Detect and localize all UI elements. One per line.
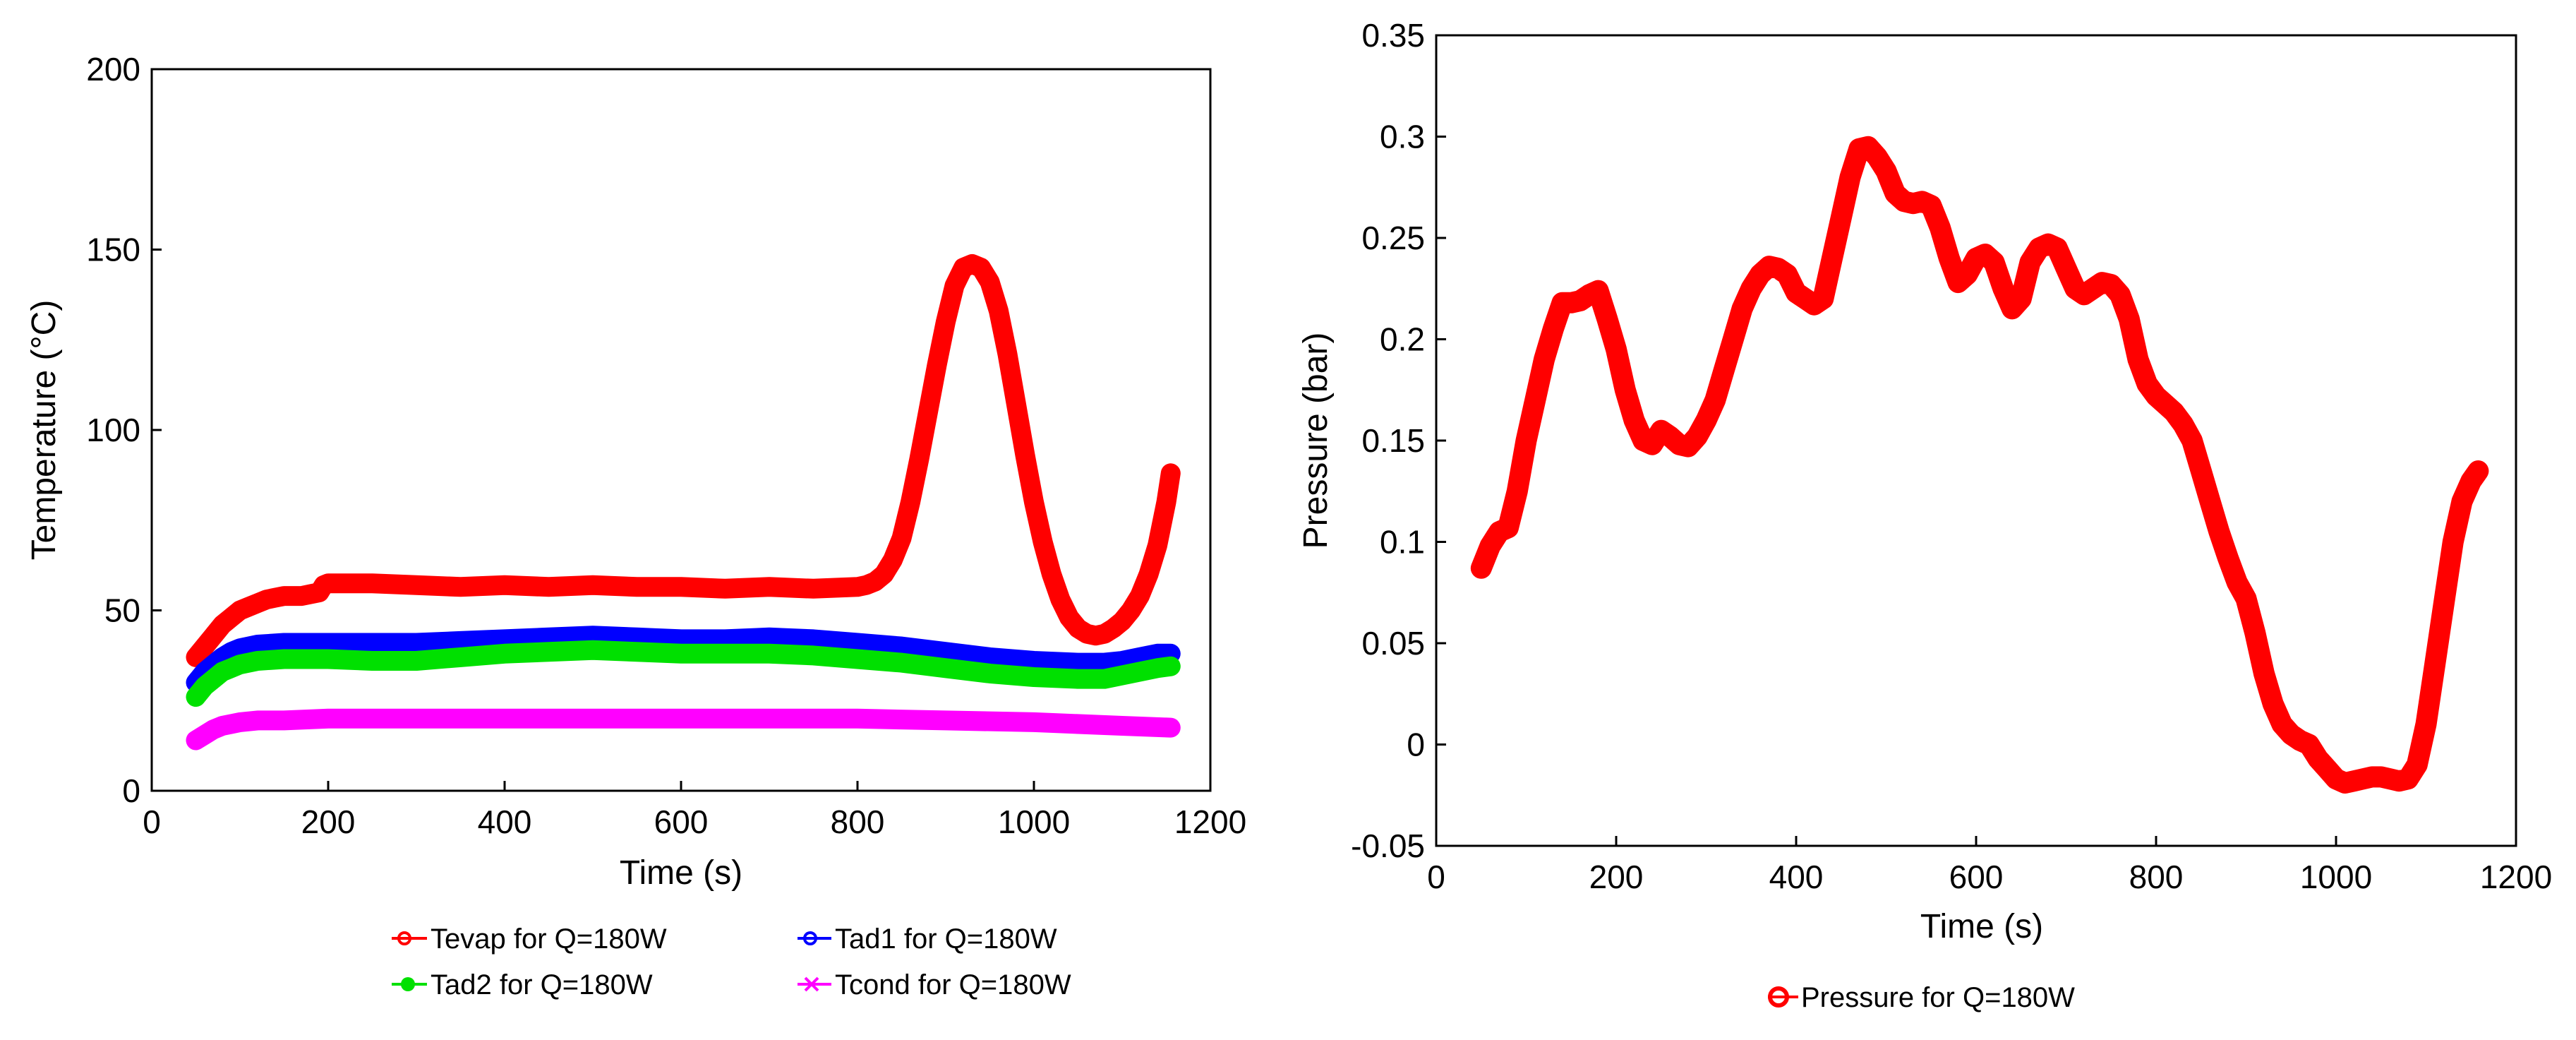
pressure-y-tick-label: 0.35 [1361, 17, 1425, 54]
temperature-series-layer [186, 253, 1181, 751]
pressure-y-tick-label: 0.1 [1380, 524, 1425, 561]
temperature-y-tick-label: 50 [104, 592, 140, 629]
temperature-x-tick-label: 1200 [1174, 803, 1246, 840]
pressure-y-tick-label: 0.15 [1361, 422, 1425, 459]
temperature-chart: 0 200 400 600 800 1000 1200 0 50 100 150 200 Time … [25, 51, 1246, 1000]
pressure-plot-area [1435, 34, 2517, 847]
pressure-legend: Pressure for Q=180W [1768, 982, 2075, 1013]
temperature-y-tick-label: 100 [86, 412, 140, 448]
temperature-x-tick-label: 800 [831, 803, 885, 840]
legend-tcond-marker [804, 976, 819, 992]
pressure-y-axis-label: Pressure (bar) [1297, 333, 1335, 549]
temperature-x-tick-label: 600 [654, 803, 709, 840]
legend-item-tad2: Tad2 for Q=180W [392, 969, 653, 1000]
legend-item-tcond: Tcond for Q=180W [798, 969, 1071, 1000]
temperature-x-ticks: 0 200 400 600 800 1000 1200 [143, 781, 1246, 840]
legend-tad2-marker [401, 977, 415, 991]
pressure-x-axis-label: Time (s) [1920, 908, 2043, 945]
legend-pressure-label: Pressure for Q=180W [1801, 982, 2075, 1013]
pressure-x-tick-label: 400 [1769, 859, 1824, 895]
legend-tcond-label: Tcond for Q=180W [835, 969, 1071, 1000]
legend-tad2-label: Tad2 for Q=180W [431, 969, 653, 1000]
temperature-y-tick-label: 200 [86, 51, 140, 88]
pressure-x-tick-label: 1200 [2480, 859, 2552, 895]
temperature-x-axis-label: Time (s) [620, 854, 742, 892]
legend-item-tevap: Tevap for Q=180W [392, 924, 667, 955]
series-tevap-line [186, 253, 1181, 667]
pressure-y-tick-label: -0.05 [1351, 827, 1425, 864]
pressure-x-tick-label: 800 [2129, 859, 2184, 895]
temperature-y-tick-label: 0 [122, 772, 140, 809]
pressure-y-tick-label: 0.2 [1380, 321, 1425, 358]
series-pressure-line [1470, 136, 2489, 794]
legend-tevap-marker [397, 931, 411, 945]
pressure-series-layer [1470, 136, 2489, 794]
temperature-x-tick-label: 1000 [998, 803, 1070, 840]
legend-item-tad1: Tad1 for Q=180W [798, 924, 1057, 955]
temperature-legend: Tevap for Q=180W Tad1 for Q=180W Tad2 fo… [392, 924, 1071, 1000]
pressure-chart: 0 200 400 600 800 1000 1200 -0.0500.050.10.150… [1297, 17, 2552, 1013]
pressure-x-tick-label: 200 [1589, 859, 1644, 895]
pressure-x-tick-label: 600 [1949, 859, 2004, 895]
legend-tevap-label: Tevap for Q=180W [431, 924, 667, 955]
pressure-y-ticks: -0.05 0 0.05 0.1 0.15 0.2 0.25 0.3 0.35 [1351, 17, 1446, 864]
temperature-x-tick-label: 0 [143, 803, 161, 840]
series-tcond-line [186, 708, 1181, 751]
pressure-y-tick-label: 0.3 [1380, 119, 1425, 155]
temperature-y-ticks: 0 50 100 150 200 [86, 51, 162, 809]
pressure-x-tick-label: 1000 [2300, 859, 2372, 895]
pressure-x-ticks: 0 200 400 600 800 1000 1200 [1427, 836, 2552, 895]
series-tad2-line [186, 640, 1181, 707]
legend-tad1-label: Tad1 for Q=180W [835, 924, 1057, 955]
series-tad1-line [186, 626, 1181, 693]
legend-tad1-marker [803, 931, 817, 945]
temperature-y-axis-label: Temperature (°C) [25, 300, 63, 561]
pressure-y-tick-label: 0.25 [1361, 220, 1425, 256]
temperature-x-tick-label: 200 [301, 803, 356, 840]
temperature-x-tick-label: 400 [478, 803, 532, 840]
pressure-y-tick-label: 0.05 [1361, 625, 1425, 662]
pressure-x-tick-label: 0 [1427, 859, 1445, 895]
legend-pressure-marker [1768, 986, 1789, 1008]
legend-item-pressure: Pressure for Q=180W [1768, 982, 2075, 1013]
pressure-y-tick-label: 0 [1407, 727, 1425, 763]
temperature-y-tick-label: 150 [86, 232, 140, 268]
